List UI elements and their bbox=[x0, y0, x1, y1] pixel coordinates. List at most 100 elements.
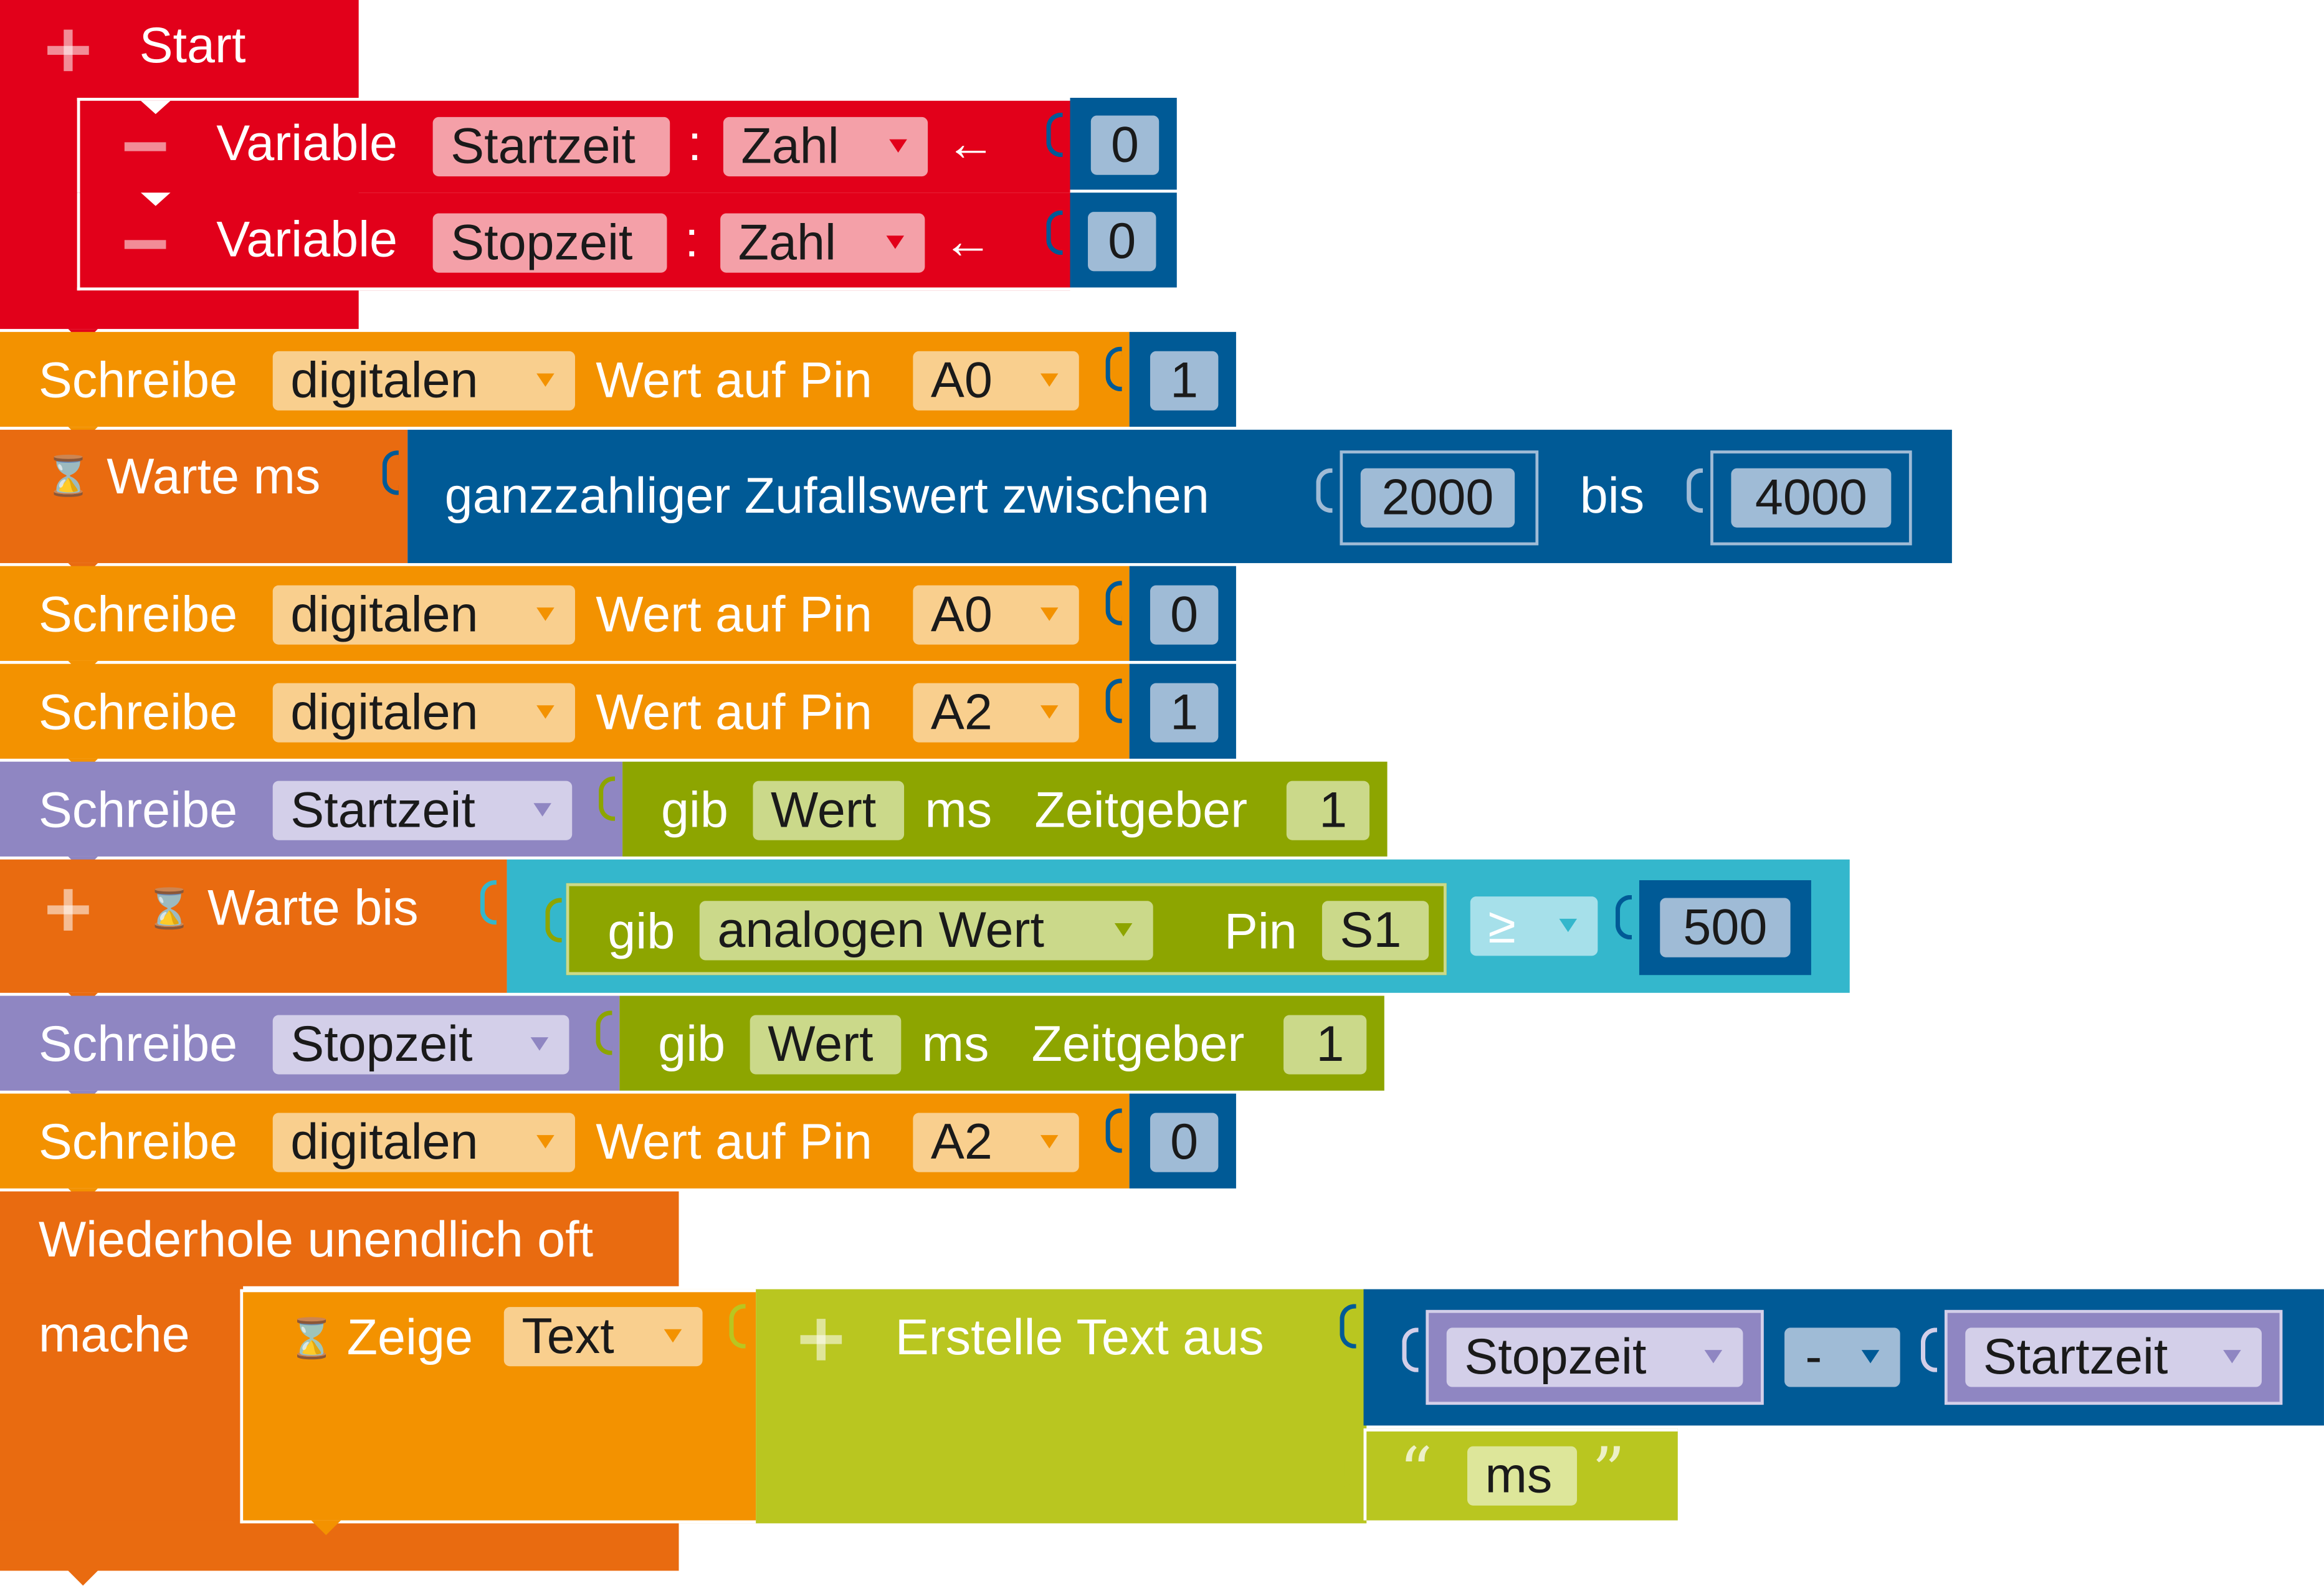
variable-dropdown[interactable]: Startzeit bbox=[272, 781, 573, 840]
wait-ms-label: Warte ms bbox=[107, 449, 321, 506]
number-field[interactable]: 500 bbox=[1660, 898, 1791, 957]
variable-name-field[interactable]: Startzeit bbox=[432, 116, 670, 177]
pin-value: A2 bbox=[930, 1114, 993, 1171]
operator-dropdown[interactable]: - bbox=[1784, 1327, 1900, 1387]
do-label: mache bbox=[38, 1307, 190, 1364]
type-value: Zahl bbox=[738, 214, 836, 272]
close-quote-icon: ” bbox=[1591, 1434, 1626, 1510]
input-socket bbox=[1046, 210, 1063, 255]
chevron-down-icon bbox=[1040, 705, 1059, 719]
type-value: Zahl bbox=[741, 118, 839, 175]
number-block[interactable] bbox=[1710, 450, 1912, 546]
input-socket bbox=[599, 776, 616, 821]
timer-field[interactable]: 1 bbox=[1283, 1015, 1367, 1075]
operator-dropdown[interactable]: ≥ bbox=[1470, 896, 1598, 956]
open-quote-icon: “ bbox=[1399, 1434, 1433, 1510]
wait-until-block[interactable] bbox=[0, 859, 507, 993]
sensor-dropdown[interactable]: analogen Wert bbox=[699, 901, 1153, 961]
show-label: Zeige bbox=[346, 1309, 473, 1367]
unit-label: ms bbox=[925, 782, 993, 839]
mode-dropdown[interactable]: digitalen bbox=[272, 1113, 575, 1172]
input-socket bbox=[596, 1010, 612, 1055]
pin-dropdown[interactable]: A0 bbox=[913, 585, 1079, 645]
pin-value: S1 bbox=[1340, 902, 1402, 959]
type-dropdown[interactable]: Zahl bbox=[720, 213, 925, 273]
mode-dropdown[interactable]: digitalen bbox=[272, 585, 575, 645]
random-number-block[interactable] bbox=[407, 429, 1952, 563]
chevron-down-icon bbox=[1704, 1350, 1723, 1364]
add-icon[interactable] bbox=[47, 889, 89, 931]
pin-dropdown[interactable]: A2 bbox=[913, 683, 1079, 743]
start-label: Start bbox=[139, 17, 246, 74]
type-dropdown[interactable]: Zahl bbox=[723, 116, 928, 177]
add-icon[interactable] bbox=[47, 29, 89, 72]
pin-dropdown[interactable]: A0 bbox=[913, 351, 1079, 411]
number-field[interactable]: 0 bbox=[1150, 585, 1219, 645]
number-field[interactable]: 1 bbox=[1150, 683, 1219, 743]
sensor-value: analogen Wert bbox=[717, 902, 1044, 959]
number-field[interactable]: 0 bbox=[1088, 212, 1156, 272]
pin-value: A0 bbox=[930, 353, 993, 409]
text-value: ms bbox=[1485, 1448, 1553, 1504]
operator-value: - bbox=[1805, 1329, 1822, 1386]
show-type-value: Text bbox=[521, 1308, 614, 1365]
input-socket bbox=[480, 880, 497, 925]
connector-notch bbox=[140, 100, 171, 115]
chevron-down-icon bbox=[536, 1135, 555, 1149]
input-socket bbox=[382, 450, 399, 495]
chevron-down-icon bbox=[1040, 1135, 1059, 1149]
pin-label: Wert auf Pin bbox=[596, 587, 872, 643]
pin-value: A0 bbox=[930, 587, 993, 643]
timer-value-block[interactable] bbox=[619, 995, 1384, 1091]
loop-body-rail bbox=[0, 1283, 244, 1524]
variable-dropdown[interactable]: Stopzeit bbox=[272, 1015, 569, 1075]
remove-icon[interactable] bbox=[124, 142, 166, 151]
colon-label: : bbox=[685, 212, 699, 268]
pin-field[interactable]: S1 bbox=[1322, 901, 1429, 961]
chevron-down-icon bbox=[1114, 923, 1133, 937]
chevron-down-icon bbox=[1861, 1350, 1880, 1364]
pin-dropdown[interactable]: A2 bbox=[913, 1113, 1079, 1172]
hourglass-icon: ⌛ bbox=[44, 453, 93, 498]
variable-dropdown[interactable]: Startzeit bbox=[1965, 1327, 2262, 1387]
input-socket bbox=[1105, 581, 1122, 625]
input-socket bbox=[1340, 1304, 1356, 1349]
variable-value: Stopzeit bbox=[290, 1016, 473, 1073]
value-text: Wert bbox=[768, 1016, 874, 1073]
write-keyword: Schreibe bbox=[38, 1016, 238, 1073]
timer-field[interactable]: 1 bbox=[1286, 781, 1370, 840]
input-socket bbox=[545, 898, 562, 943]
number-field[interactable]: 1 bbox=[1150, 351, 1219, 411]
mode-dropdown[interactable]: digitalen bbox=[272, 351, 575, 411]
variable-keyword: Variable bbox=[216, 212, 398, 268]
show-type-dropdown[interactable]: Text bbox=[503, 1307, 703, 1367]
chevron-down-icon bbox=[536, 607, 555, 621]
timer-value-block[interactable] bbox=[622, 761, 1388, 857]
number-field[interactable]: 0 bbox=[1090, 115, 1160, 175]
number-field[interactable]: 4000 bbox=[1731, 468, 1892, 528]
number-block[interactable] bbox=[1340, 450, 1539, 546]
loop-block[interactable] bbox=[0, 1191, 679, 1286]
variable-name-field[interactable]: Stopzeit bbox=[432, 213, 667, 273]
create-text-block[interactable] bbox=[756, 1289, 1367, 1524]
number-field[interactable]: 2000 bbox=[1360, 468, 1515, 528]
timer-value: 1 bbox=[1316, 1016, 1345, 1073]
value-text: Wert bbox=[770, 782, 877, 839]
value-field[interactable]: Wert bbox=[753, 781, 905, 840]
text-field[interactable]: ms bbox=[1467, 1446, 1578, 1506]
input-socket bbox=[1105, 1108, 1122, 1153]
add-icon[interactable] bbox=[800, 1319, 842, 1360]
number-field[interactable]: 0 bbox=[1150, 1113, 1219, 1172]
write-keyword: Schreibe bbox=[38, 587, 238, 643]
variable-name: Startzeit bbox=[450, 118, 636, 175]
variable-dropdown[interactable]: Stopzeit bbox=[1446, 1327, 1743, 1387]
wait-ms-block[interactable] bbox=[0, 429, 408, 563]
value-field[interactable]: Wert bbox=[750, 1015, 902, 1075]
chevron-down-icon bbox=[1559, 918, 1578, 933]
mode-dropdown[interactable]: digitalen bbox=[272, 683, 575, 743]
remove-icon[interactable] bbox=[124, 240, 166, 249]
hourglass-icon: ⌛ bbox=[145, 886, 194, 931]
colon-label: : bbox=[687, 115, 702, 172]
mode-value: digitalen bbox=[290, 685, 479, 741]
